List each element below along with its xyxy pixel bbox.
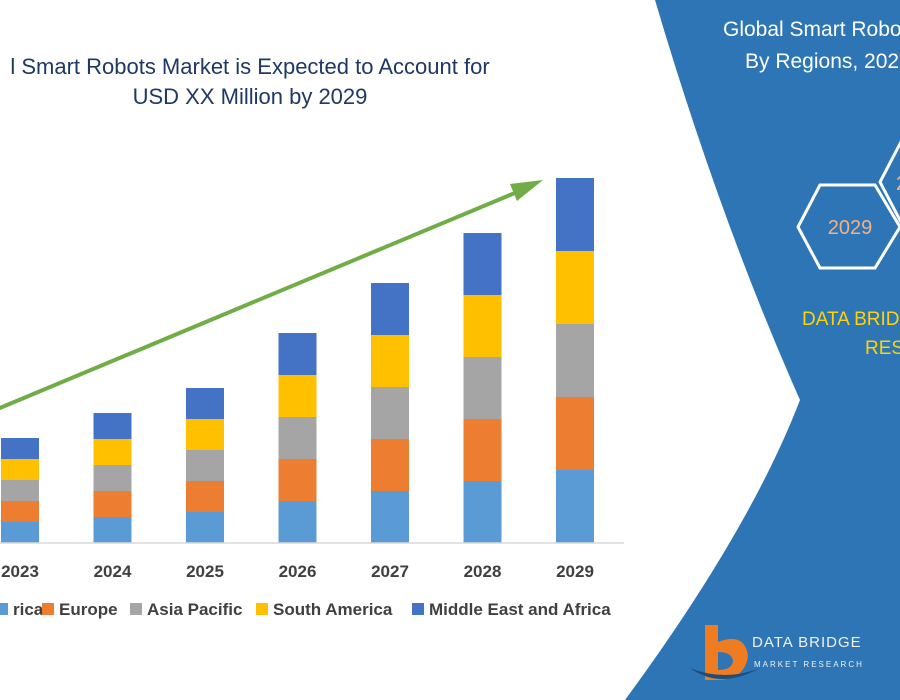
bar-2027-series-1 [371,439,409,491]
legend-label-2: Asia Pacific [147,600,242,619]
data-bridge-logo: DATA BRIDGE MARKET RESEARCH [690,625,864,680]
hexagon-secondary-label: 2 [896,173,900,195]
bar-2029-series-4 [556,178,594,251]
bar-2026-series-1 [278,459,317,501]
hexagon-secondary [878,140,900,224]
bar-2029-series-3 [556,251,594,324]
legend-swatch-2 [130,603,142,615]
x-tick-2028: 2028 [464,562,502,581]
logo-text: DATA BRIDGE [752,634,862,651]
bar-2023-series-2 [1,480,39,501]
hexagon-2029 [796,183,900,270]
bar-2023-series-0 [1,522,39,543]
bar-2023-series-1 [1,501,39,522]
logo-mark-icon [705,625,748,680]
brand-line-2: RES [865,338,900,359]
bar-2024-series-2 [93,465,132,491]
bar-2024-series-1 [93,491,132,517]
bar-2025-series-0 [186,512,224,543]
bar-2025-series-2 [186,450,224,481]
chart-title-line-1: l Smart Robots Market is Expected to Acc… [10,54,489,79]
legend-label-1: Europe [59,600,118,619]
legend-swatch-4 [412,603,424,615]
bar-2029-series-1 [556,397,594,470]
x-tick-2029: 2029 [556,562,594,581]
chart-title-line-2: USD XX Million by 2029 [133,84,368,109]
bar-2027-series-3 [371,335,409,387]
bar-2028-series-1 [463,419,502,481]
bar-2028-series-3 [463,295,502,357]
x-tick-2025: 2025 [186,562,224,581]
side-panel-title-line-2: By Regions, 202 [745,50,899,73]
trend-arrow-line [0,188,523,411]
legend-label-0: rica [13,600,44,619]
bar-2024-series-4 [93,413,132,439]
logo-subtext: MARKET RESEARCH [754,660,864,669]
bar-stacks [1,178,594,543]
bar-2024-series-0 [93,517,132,543]
side-panel-background [625,0,900,700]
bar-2028-series-2 [463,357,502,419]
legend-swatch-1 [42,603,54,615]
hexagon-2029-label: 2029 [828,217,873,239]
bar-2027-series-0 [371,491,409,543]
x-tick-2023: 2023 [1,562,39,581]
bar-2027-series-2 [371,387,409,439]
x-tick-2024: 2024 [94,562,132,581]
bar-2028-series-4 [463,233,502,295]
bar-2028-series-0 [463,481,502,543]
bar-2026-series-3 [278,375,317,417]
bar-2025-series-1 [186,481,224,512]
legend-swatch-0 [0,603,8,615]
trend-arrow-head [510,180,543,201]
bar-2025-series-4 [186,388,224,419]
bar-2023-series-4 [1,438,39,459]
bar-2023-series-3 [1,459,39,480]
legend-label-4: Middle East and Africa [429,600,611,619]
bar-2026-series-2 [278,417,317,459]
bar-2024-series-3 [93,439,132,465]
bar-2026-series-4 [278,333,317,375]
bar-2029-series-0 [556,470,594,543]
x-axis-ticks: 2023 2024 2025 2026 2027 2028 2029 [1,562,594,581]
logo-swoosh-icon [690,668,760,679]
bar-2029-series-2 [556,324,594,397]
legend-swatch-3 [256,603,268,615]
side-panel-title-line-1: Global Smart Robo [723,18,900,41]
legend: rica Europe Asia Pacific South America Middl… [0,600,611,619]
bar-2026-series-0 [278,501,317,543]
bar-2025-series-3 [186,419,224,450]
x-tick-2026: 2026 [279,562,317,581]
bar-2027-series-4 [371,283,409,335]
brand-line-1: DATA BRID [802,309,899,330]
x-tick-2027: 2027 [371,562,409,581]
legend-label-3: South America [273,600,393,619]
